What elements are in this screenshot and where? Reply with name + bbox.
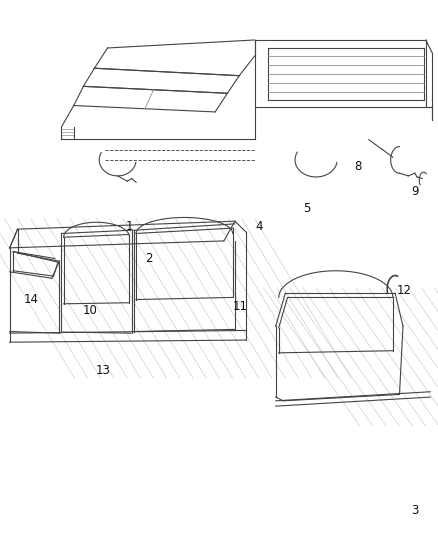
Text: 5: 5 [303,203,310,215]
Text: 2: 2 [145,252,153,265]
Text: 12: 12 [396,284,410,297]
Text: 8: 8 [353,160,360,173]
Text: 13: 13 [95,364,110,377]
Text: 3: 3 [410,504,417,517]
Text: 10: 10 [82,304,97,317]
Text: 9: 9 [410,185,418,198]
Text: 4: 4 [254,220,262,233]
Text: 1: 1 [125,220,133,233]
Text: 11: 11 [233,300,247,313]
Text: 14: 14 [24,293,39,306]
